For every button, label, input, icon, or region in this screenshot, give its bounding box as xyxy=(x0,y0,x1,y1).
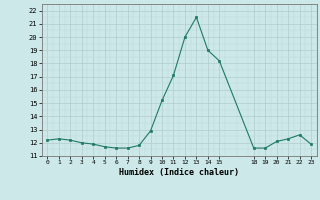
X-axis label: Humidex (Indice chaleur): Humidex (Indice chaleur) xyxy=(119,168,239,177)
